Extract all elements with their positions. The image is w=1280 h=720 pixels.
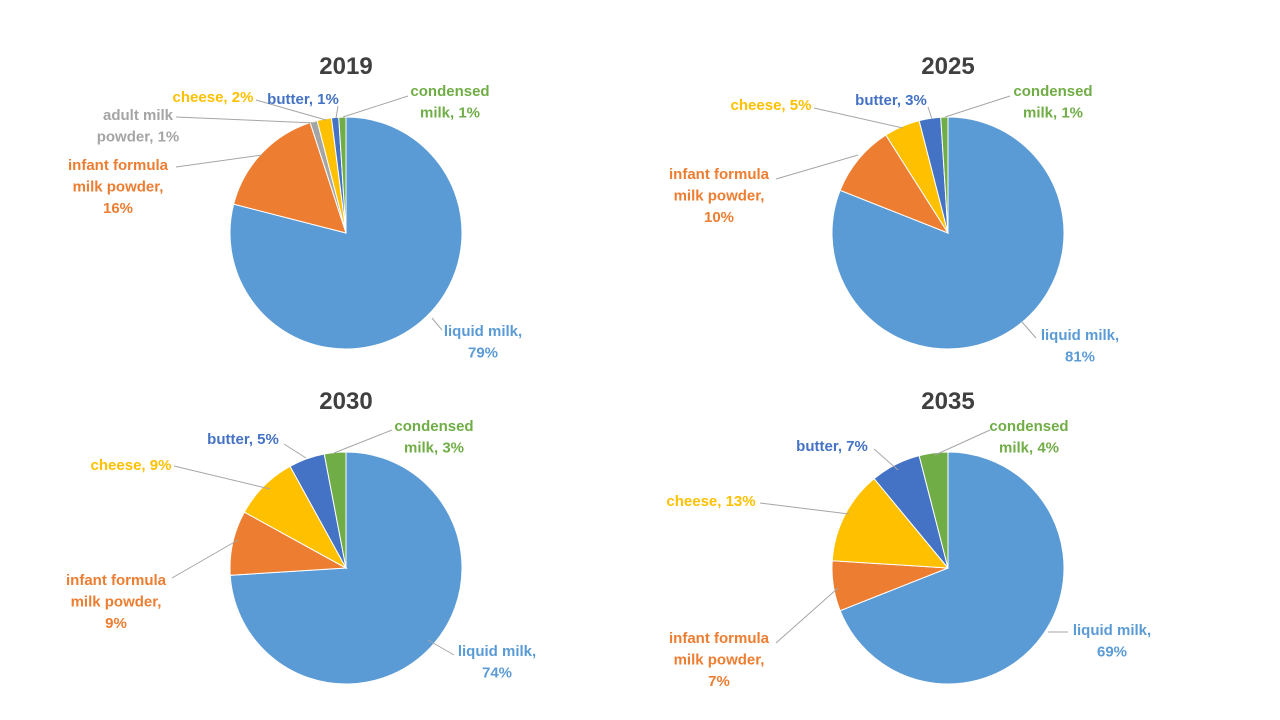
leader-line bbox=[934, 429, 991, 456]
leader-line bbox=[944, 95, 1011, 118]
leader-line bbox=[431, 317, 443, 331]
pie-chart-2019: 2019 liquid milk, 79% infant formula milk po… bbox=[68, 53, 522, 362]
leader-line bbox=[427, 639, 455, 656]
pie-slice-liquid-milk bbox=[831, 116, 1065, 350]
slice-label-liquid-milk: liquid milk, 69% bbox=[1073, 622, 1151, 661]
leader-line bbox=[333, 429, 393, 454]
slice-label-cheese: cheese, 2% bbox=[173, 89, 254, 106]
slice-label-adult-milk-powder: adult milk powder, 1% bbox=[97, 107, 180, 146]
pie-slice-infant-formula bbox=[839, 134, 950, 235]
slice-label-liquid-milk: liquid milk, 74% bbox=[458, 643, 536, 682]
pie-slice-infant-formula bbox=[233, 122, 347, 234]
leader-line bbox=[255, 99, 327, 121]
pie-slice-liquid-milk bbox=[839, 451, 1065, 685]
leader-line bbox=[927, 106, 933, 120]
chart-title: 2030 bbox=[319, 388, 372, 415]
slice-label-condensed-milk: condensed milk, 1% bbox=[410, 83, 489, 122]
pie-chart-2035: 2035 liquid milk, 69% infant formula milk po… bbox=[666, 388, 1151, 690]
leader-line bbox=[775, 587, 839, 644]
leader-line bbox=[335, 105, 339, 119]
slice-label-condensed-milk: condensed milk, 1% bbox=[1013, 83, 1092, 122]
slice-label-infant-formula: infant formula milk powder, 7% bbox=[669, 630, 770, 690]
slice-label-infant-formula: infant formula milk powder, 10% bbox=[669, 166, 770, 226]
pie-chart-2025: 2025 liquid milk, 81% infant formula milk po… bbox=[669, 53, 1119, 366]
pie-slice-condensed-milk bbox=[940, 116, 949, 234]
slice-label-butter: butter, 5% bbox=[207, 431, 279, 448]
pie-slice-condensed-milk bbox=[918, 451, 949, 569]
slice-label-infant-formula: infant formula milk powder, 9% bbox=[66, 572, 167, 632]
leader-line bbox=[171, 539, 239, 579]
chart-title: 2019 bbox=[319, 53, 372, 80]
chart-title: 2035 bbox=[921, 388, 974, 415]
leader-line bbox=[873, 448, 899, 471]
leader-line bbox=[759, 502, 850, 515]
leader-line bbox=[342, 95, 409, 118]
slice-label-butter: butter, 3% bbox=[855, 92, 927, 109]
leader-line bbox=[283, 443, 307, 459]
leader-line bbox=[175, 154, 263, 168]
pie-slice-condensed-milk bbox=[338, 116, 347, 234]
slice-label-butter: butter, 1% bbox=[267, 91, 339, 108]
leader-line bbox=[1021, 321, 1037, 339]
slice-label-condensed-milk: condensed milk, 3% bbox=[394, 418, 473, 457]
slice-label-liquid-milk: liquid milk, 81% bbox=[1041, 327, 1119, 366]
leader-line bbox=[175, 116, 316, 124]
pie-slice-cheese bbox=[831, 477, 950, 569]
slice-label-infant-formula: infant formula milk powder, 16% bbox=[68, 157, 169, 217]
leader-line bbox=[813, 107, 904, 129]
leader-line bbox=[173, 465, 271, 490]
leader-line bbox=[775, 154, 859, 180]
slice-label-butter: butter, 7% bbox=[796, 438, 868, 455]
chart-title: 2025 bbox=[921, 53, 974, 80]
pie-chart-2030: 2030 liquid milk, 74% infant formula milk po… bbox=[66, 388, 536, 685]
slice-label-liquid-milk: liquid milk, 79% bbox=[444, 323, 522, 362]
slice-label-cheese: cheese, 5% bbox=[731, 97, 812, 114]
slice-label-cheese: cheese, 13% bbox=[666, 493, 755, 510]
slice-label-condensed-milk: condensed milk, 4% bbox=[989, 418, 1068, 457]
slice-label-cheese: cheese, 9% bbox=[91, 457, 172, 474]
